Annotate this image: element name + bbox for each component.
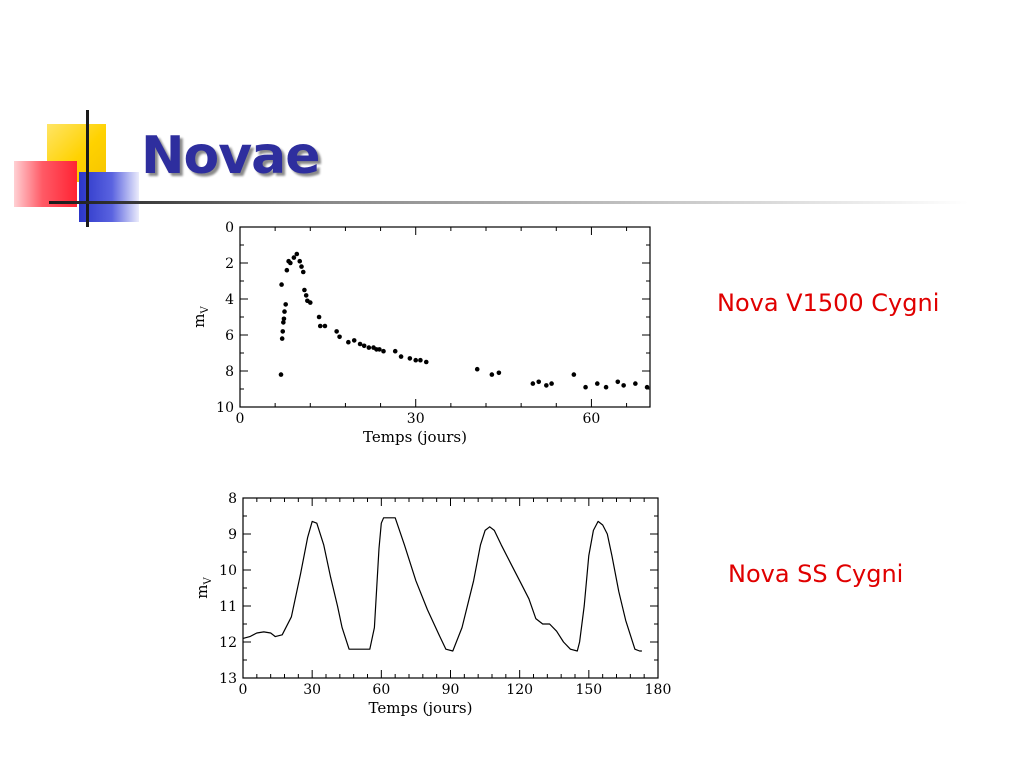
data-point: [317, 323, 323, 329]
plot-frame: [239, 226, 651, 408]
x-tick-label: 0: [236, 411, 245, 427]
data-point: [644, 384, 650, 390]
data-point: [615, 379, 621, 385]
caption-nova-ss-cygni: Nova SS Cygni: [728, 560, 904, 588]
data-point: [413, 357, 419, 363]
x-axis-title: Temps (jours): [363, 428, 467, 446]
data-point: [418, 357, 423, 363]
data-point: [594, 381, 600, 386]
data-point: [583, 384, 588, 390]
data-point: [282, 309, 287, 314]
y-tick-label: 9: [228, 527, 237, 543]
data-point: [278, 372, 284, 377]
data-point: [392, 348, 398, 354]
data-point: [288, 260, 293, 266]
data-point: [633, 381, 638, 386]
data-point: [337, 334, 342, 340]
data-point: [322, 323, 328, 329]
data-point: [291, 255, 297, 260]
x-axis-title: Temps (jours): [369, 699, 473, 717]
data-point: [300, 269, 306, 275]
data-point: [357, 341, 363, 347]
y-axis-title: mV: [193, 577, 214, 599]
data-point: [307, 300, 313, 305]
x-tick-label: 60: [372, 682, 390, 698]
deco-horizontal-rule: [49, 201, 969, 204]
data-point: [621, 383, 626, 388]
data-point: [281, 320, 286, 325]
data-point: [489, 372, 495, 377]
series-line: [242, 517, 642, 652]
y-tick-label: 0: [225, 220, 234, 236]
data-point: [279, 336, 285, 341]
x-tick-label: 90: [442, 682, 460, 698]
slide-title: Novae: [141, 126, 320, 186]
caption-nova-v1500-cygni: Nova V1500 Cygni: [717, 289, 940, 317]
data-point: [536, 379, 542, 385]
data-point: [281, 316, 287, 322]
x-tick-label: 60: [583, 411, 601, 427]
data-point: [284, 267, 290, 273]
data-point: [297, 258, 303, 264]
y-tick-label: 13: [219, 671, 237, 687]
data-point: [280, 329, 286, 334]
y-tick-label: 10: [219, 563, 237, 579]
y-tick-label: 8: [228, 491, 237, 507]
data-point: [381, 348, 386, 354]
data-point: [549, 381, 554, 386]
data-point: [303, 293, 309, 298]
data-point: [407, 356, 413, 361]
y-tick-label: 12: [219, 635, 237, 651]
data-point: [544, 383, 549, 388]
y-tick-label: 4: [225, 292, 234, 308]
data-point: [279, 282, 284, 287]
data-point: [299, 264, 304, 269]
data-point: [361, 343, 367, 349]
y-tick-label: 10: [216, 400, 234, 416]
deco-blue-square: [79, 172, 139, 222]
chart-nova-ss-cygni: 0 30 60 90 120 150 180 8 9 10 11 12 13 Temps (jours) m…: [193, 491, 672, 717]
chart-nova-v1500-cygni: 0 30 60 0 2 4 6 8 10 Temps (jours) mV: [190, 220, 651, 446]
x-tick-label: 150: [575, 682, 602, 698]
data-point: [423, 359, 429, 365]
data-point: [294, 251, 300, 257]
data-point: [496, 370, 502, 376]
x-tick-label: 120: [506, 682, 533, 698]
data-point: [366, 345, 372, 350]
data-point: [603, 384, 609, 390]
y-tick-label: 6: [225, 328, 234, 344]
y-tick-label: 2: [225, 256, 234, 272]
x-tick-label: 0: [239, 682, 248, 698]
y-axis-title: mV: [190, 306, 211, 328]
data-point: [398, 354, 404, 359]
data-point: [474, 366, 480, 372]
data-point: [530, 381, 536, 386]
data-point: [346, 339, 351, 345]
data-point: [316, 314, 322, 320]
data-point: [283, 302, 288, 307]
x-tick-label: 30: [407, 411, 425, 427]
y-tick-label: 11: [219, 599, 237, 615]
y-tick-label: 8: [225, 364, 234, 380]
data-point: [302, 287, 307, 293]
x-tick-label: 30: [303, 682, 321, 698]
x-tick-label: 180: [645, 682, 672, 698]
data-point: [377, 347, 382, 352]
data-point: [351, 338, 357, 343]
deco-red-square: [14, 161, 77, 207]
data-point: [334, 329, 339, 334]
deco-vertical-line: [86, 110, 89, 227]
data-point: [571, 372, 577, 377]
